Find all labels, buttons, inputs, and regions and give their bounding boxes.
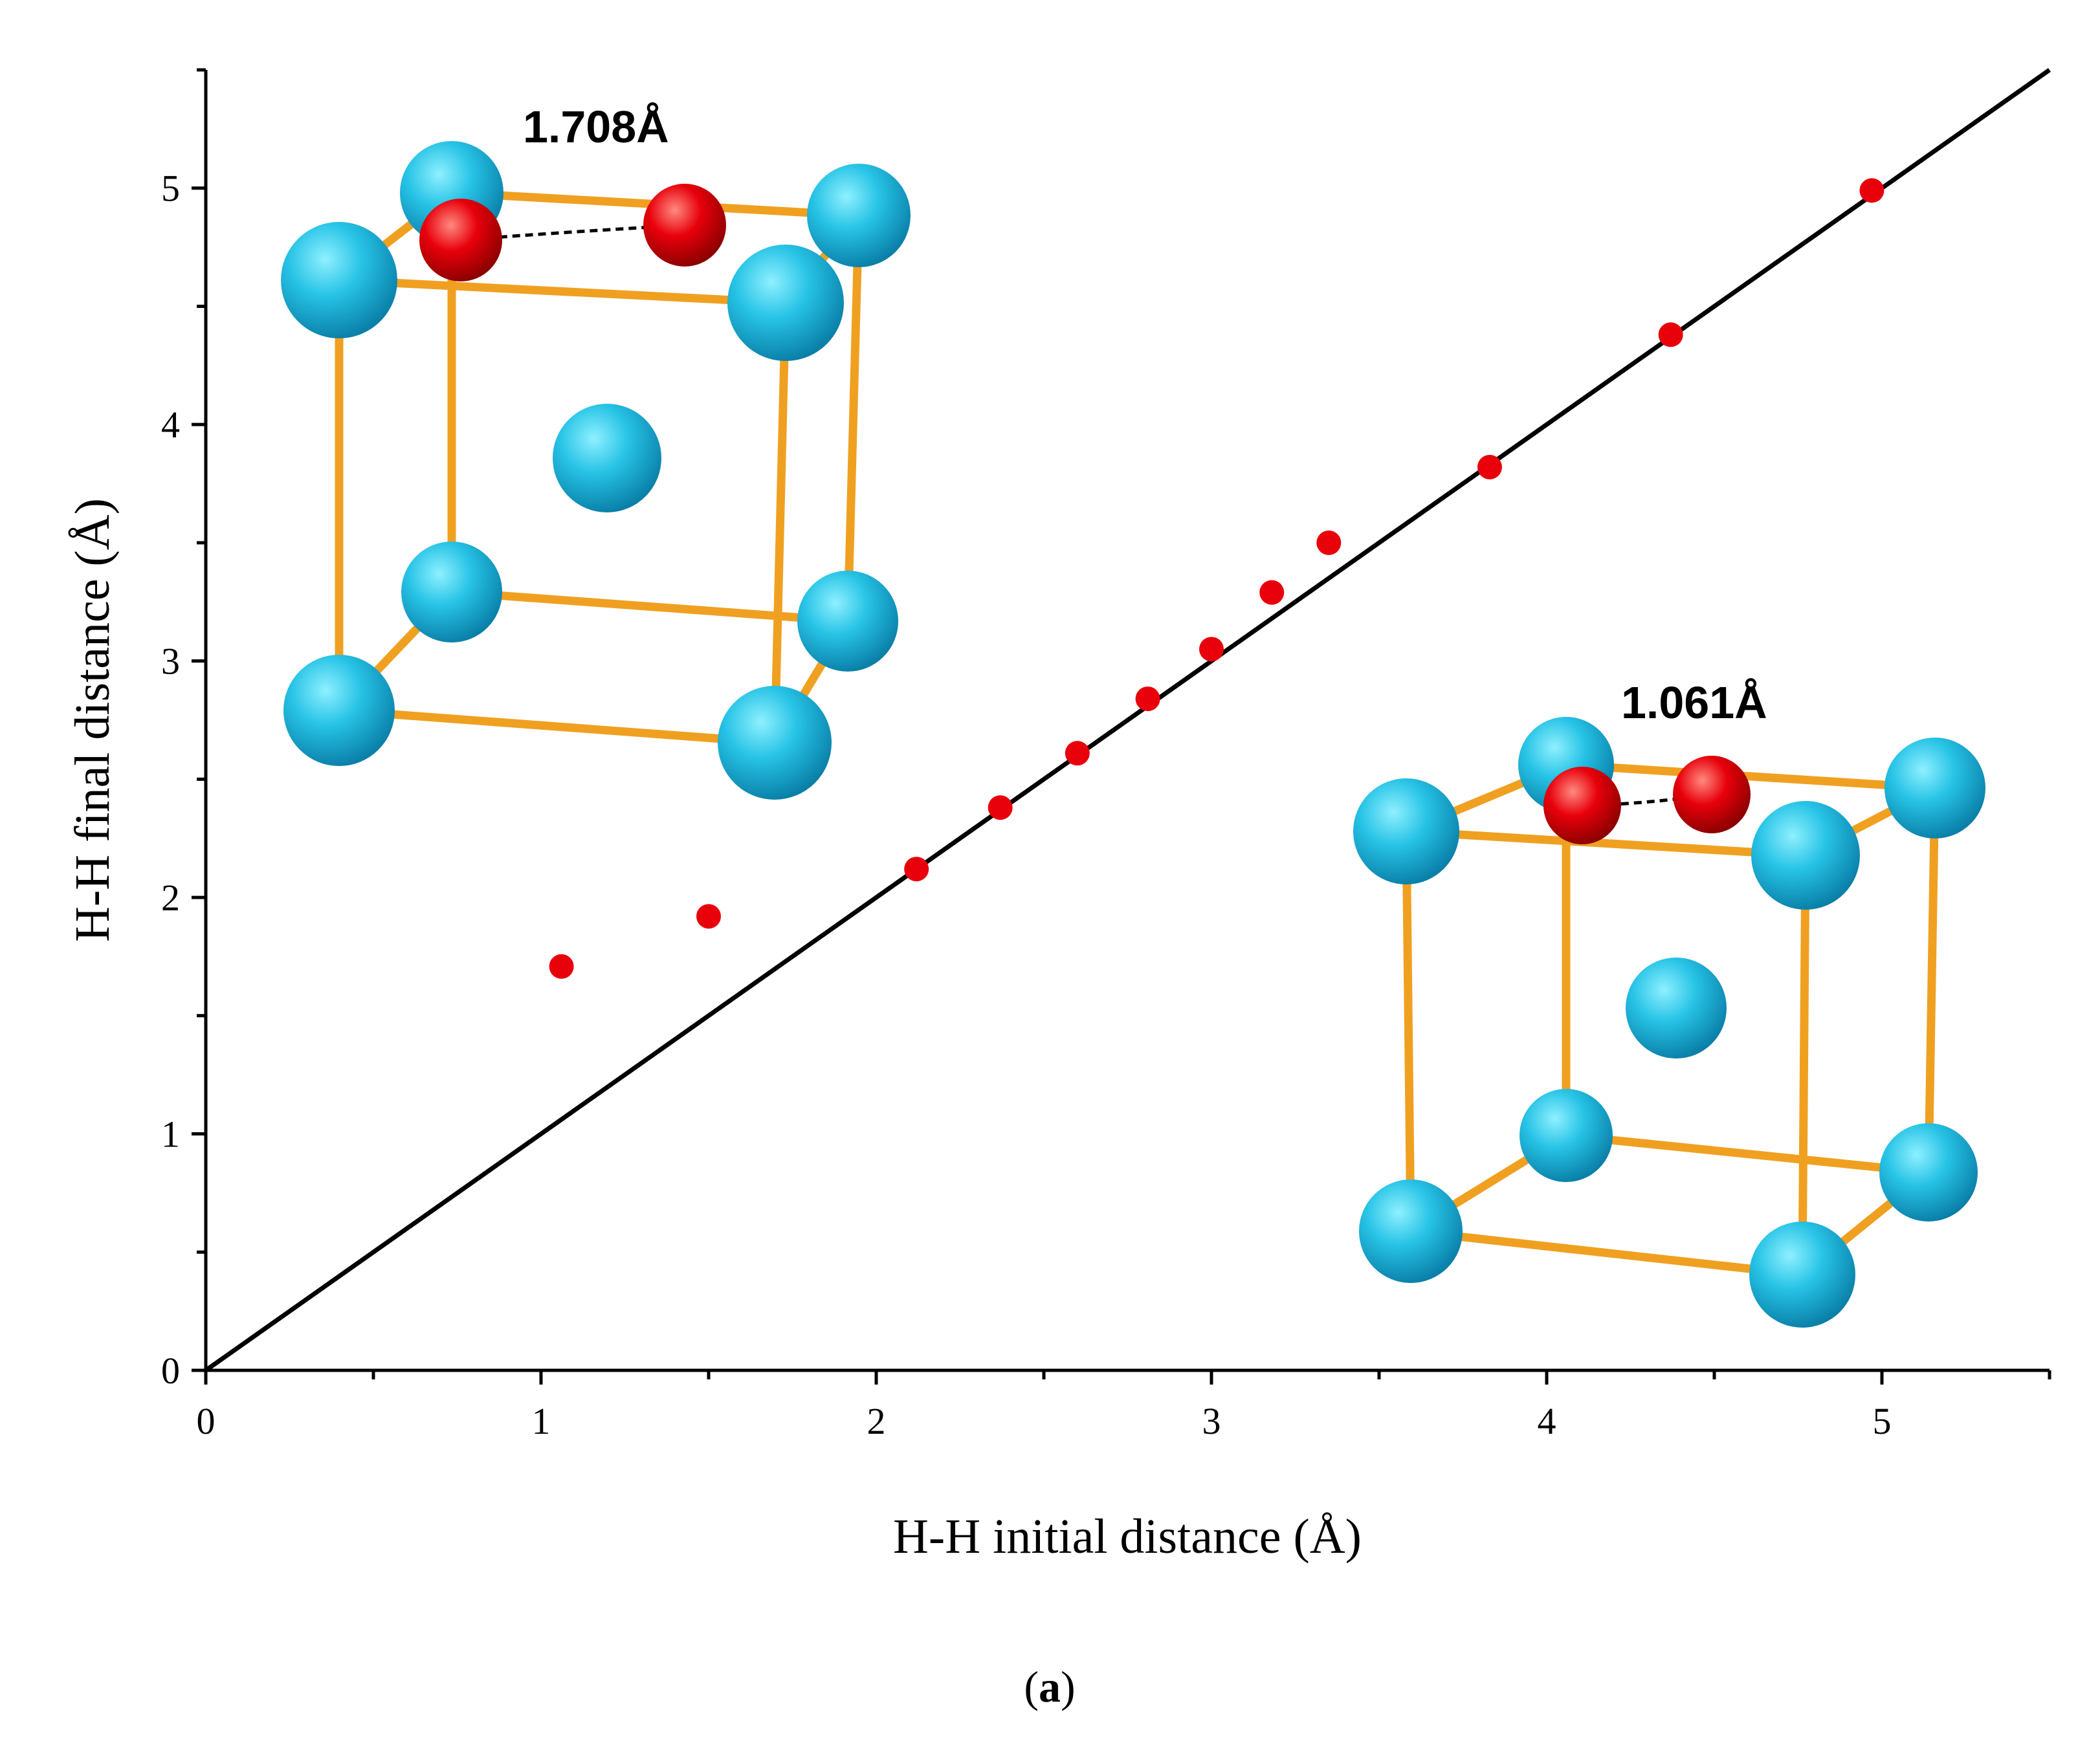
hydrogen-atom <box>1543 767 1621 844</box>
data-point <box>1316 530 1342 555</box>
data-point <box>1199 637 1224 662</box>
data-point <box>988 795 1013 820</box>
data-point <box>549 954 574 979</box>
y-axis-ticks: 0 1 2 3 4 5 <box>161 68 206 1392</box>
data-points <box>549 178 1884 979</box>
hydrogen-atom <box>643 184 726 267</box>
data-point <box>1477 454 1502 479</box>
inset-atoms <box>1353 717 1985 1328</box>
figure-caption: (a) <box>1024 1662 1075 1711</box>
data-point <box>1065 741 1090 766</box>
x-tick-label: 0 <box>197 1400 216 1442</box>
data-point <box>1658 322 1683 347</box>
annotation-1708: 1.708Å <box>523 102 669 152</box>
y-tick-label: 3 <box>161 641 180 683</box>
inset-atoms <box>281 141 911 800</box>
x-tick-label: 4 <box>1538 1400 1556 1442</box>
x-axis-ticks: 0 1 2 3 4 5 <box>197 1370 2051 1442</box>
data-point <box>1259 580 1285 605</box>
y-axis-label: H-H final distance (Å) <box>65 498 120 942</box>
y-tick-label: 5 <box>161 168 180 210</box>
y-tick-label: 2 <box>161 877 180 919</box>
x-tick-label: 5 <box>1873 1400 1892 1442</box>
data-point <box>696 904 721 929</box>
data-point <box>904 857 929 882</box>
y-tick-label: 0 <box>161 1350 180 1392</box>
reference-line-y-equals-x <box>204 68 2051 1372</box>
y-tick-label: 1 <box>161 1113 180 1156</box>
x-tick-label: 1 <box>532 1400 551 1442</box>
hydrogen-atom <box>1673 756 1751 833</box>
x-axis-label: H-H initial distance (Å) <box>893 1509 1362 1564</box>
data-point <box>1135 686 1160 712</box>
axes: 0 1 2 3 4 5 0 1 2 3 4 5 <box>161 68 2051 1442</box>
y-tick-label: 4 <box>161 404 180 446</box>
hydrogen-atom <box>419 199 502 281</box>
crystal-inset-1708: 1.708Å <box>281 102 911 800</box>
annotation-1061: 1.061Å <box>1621 677 1767 728</box>
x-tick-label: 2 <box>867 1400 886 1442</box>
x-tick-label: 3 <box>1202 1400 1221 1442</box>
crystal-inset-1061: 1.061Å <box>1353 677 1985 1328</box>
data-point <box>1859 178 1884 203</box>
